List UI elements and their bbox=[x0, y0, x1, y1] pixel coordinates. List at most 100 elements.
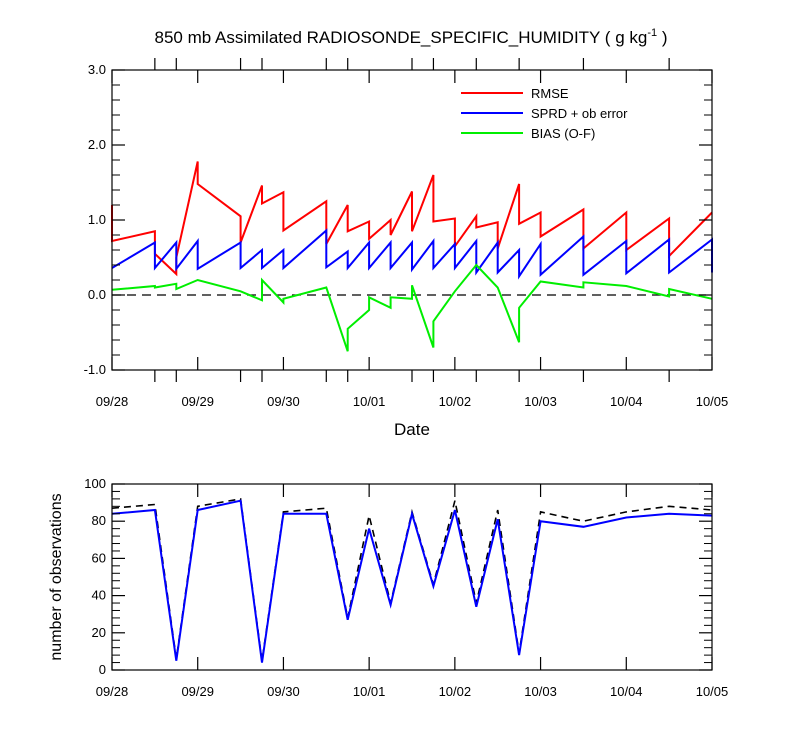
data-point-bias-o-f bbox=[668, 287, 671, 290]
rmse-spread-bias-panel: 850 mb Assimilated RADIOSONDE_SPECIFIC_H… bbox=[84, 27, 729, 439]
x-tick-label-10-01: 10/01 bbox=[353, 394, 386, 409]
data-point-sprd-ob-error bbox=[432, 239, 435, 242]
data-point-rmse bbox=[175, 272, 178, 275]
data-point-sprd-ob-error bbox=[260, 266, 263, 269]
data-point-possible bbox=[539, 510, 542, 513]
data-point-used bbox=[496, 518, 499, 521]
data-point-bias-o-f bbox=[368, 308, 371, 311]
y-axis-label: number of observations bbox=[48, 493, 65, 660]
data-point-sprd-ob-error bbox=[539, 273, 542, 276]
data-point-bias-o-f bbox=[368, 296, 371, 299]
data-point-possible bbox=[496, 508, 499, 511]
data-point-rmse bbox=[475, 215, 478, 218]
data-point-bias-o-f bbox=[582, 286, 585, 289]
data-point-rmse bbox=[389, 233, 392, 236]
x-tick-label-09-29: 09/29 bbox=[181, 394, 214, 409]
data-point-bias-o-f bbox=[282, 297, 285, 300]
y-tick-labels: 0 20 40 60 80 100 bbox=[84, 476, 106, 677]
y-tick-labels: -1.0 0.0 1.0 2.0 3.0 bbox=[84, 62, 106, 377]
data-point-sprd-ob-error bbox=[389, 266, 392, 269]
data-point-sprd-ob-error bbox=[239, 241, 242, 244]
x-tick-label-09-28: 09/28 bbox=[96, 684, 129, 699]
data-point-sprd-ob-error bbox=[518, 275, 521, 278]
x-tick-label-10-04: 10/04 bbox=[610, 684, 643, 699]
data-point-rmse bbox=[196, 160, 199, 163]
x-tick-label-10-05: 10/05 bbox=[696, 394, 729, 409]
y-tick-label: 0 bbox=[99, 662, 106, 677]
data-point-possible bbox=[153, 503, 156, 506]
data-point-sprd-ob-error bbox=[518, 248, 521, 251]
data-point-bias-o-f bbox=[453, 290, 456, 293]
data-point-rmse bbox=[260, 184, 263, 187]
data-point-bias-o-f bbox=[346, 327, 349, 330]
chart-title: 850 mb Assimilated RADIOSONDE_SPECIFIC_H… bbox=[155, 27, 668, 47]
data-point-sprd-ob-error bbox=[625, 272, 628, 275]
plot-frame bbox=[111, 483, 713, 671]
data-point-sprd-ob-error bbox=[668, 271, 671, 274]
data-point-possible bbox=[625, 510, 628, 513]
data-point-sprd-ob-error bbox=[475, 239, 478, 242]
x-tick-label-10-03: 10/03 bbox=[524, 684, 557, 699]
data-point-rmse bbox=[260, 202, 263, 205]
x-axis-label: Date bbox=[394, 420, 430, 439]
data-point-sprd-ob-error bbox=[175, 267, 178, 270]
data-point-sprd-ob-error bbox=[325, 266, 328, 269]
data-point-bias-o-f bbox=[539, 280, 542, 283]
x-tick-labels: 09/28 09/29 09/30 10/01 10/02 10/03 10/04 10/05 bbox=[96, 684, 729, 699]
data-point-bias-o-f bbox=[475, 263, 478, 266]
data-point-bias-o-f bbox=[175, 287, 178, 290]
data-point-rmse bbox=[625, 211, 628, 214]
observation-count-panel: 0 20 40 60 80 100 09/28 09/29 09/30 10/01 10/02 10… bbox=[48, 476, 728, 699]
data-point-possible bbox=[196, 505, 199, 508]
data-point-rmse bbox=[496, 221, 499, 224]
data-point-used bbox=[282, 512, 285, 515]
data-point-used bbox=[153, 508, 156, 511]
chart-title-close: ) bbox=[657, 28, 667, 47]
data-point-sprd-ob-error bbox=[346, 266, 349, 269]
data-point-sprd-ob-error bbox=[410, 268, 413, 271]
series-lines bbox=[111, 160, 713, 353]
data-point-bias-o-f bbox=[582, 281, 585, 284]
data-point-rmse bbox=[410, 190, 413, 193]
data-point-used bbox=[625, 516, 628, 519]
series-line-rmse bbox=[111, 161, 713, 277]
x-tick-labels: 09/28 09/29 09/30 10/01 10/02 10/03 10/04 10/05 bbox=[96, 394, 729, 409]
data-point-bias-o-f bbox=[518, 341, 521, 344]
data-point-rmse bbox=[539, 235, 542, 238]
data-point-possible bbox=[325, 507, 328, 510]
data-point-rmse bbox=[239, 215, 242, 218]
series-line-bias-o-f bbox=[111, 263, 713, 352]
data-point-used bbox=[518, 654, 521, 657]
data-point-rmse bbox=[453, 217, 456, 220]
data-point-bias-o-f bbox=[282, 301, 285, 304]
data-point-bias-o-f bbox=[432, 320, 435, 323]
data-point-bias-o-f bbox=[346, 350, 349, 353]
data-point-rmse bbox=[389, 218, 392, 221]
data-point-rmse bbox=[539, 211, 542, 214]
series-line-sprd-ob-error bbox=[111, 228, 713, 280]
data-point-rmse bbox=[196, 182, 199, 185]
data-point-used bbox=[196, 508, 199, 511]
data-point-rmse bbox=[282, 191, 285, 194]
data-point-used bbox=[368, 527, 371, 530]
x-tick-label-09-28: 09/28 bbox=[96, 394, 129, 409]
data-point-bias-o-f bbox=[410, 297, 413, 300]
data-point-rmse bbox=[325, 200, 328, 203]
data-point-sprd-ob-error bbox=[668, 238, 671, 241]
data-point-bias-o-f bbox=[518, 306, 521, 309]
x-tick-label-10-02: 10/02 bbox=[439, 684, 472, 699]
y-tick-label: 3.0 bbox=[88, 62, 106, 77]
data-point-sprd-ob-error bbox=[196, 239, 199, 242]
data-point-used bbox=[175, 659, 178, 662]
y-tick-label: 100 bbox=[84, 476, 106, 491]
data-point-sprd-ob-error bbox=[496, 271, 499, 274]
data-point-rmse bbox=[368, 237, 371, 240]
data-point-possible bbox=[368, 514, 371, 517]
data-point-bias-o-f bbox=[410, 284, 413, 287]
data-point-sprd-ob-error bbox=[582, 273, 585, 276]
data-point-used bbox=[475, 605, 478, 608]
axis-ticks bbox=[111, 58, 713, 382]
data-point-sprd-ob-error bbox=[196, 267, 199, 270]
data-point-rmse bbox=[346, 230, 349, 233]
data-point-sprd-ob-error bbox=[453, 266, 456, 269]
